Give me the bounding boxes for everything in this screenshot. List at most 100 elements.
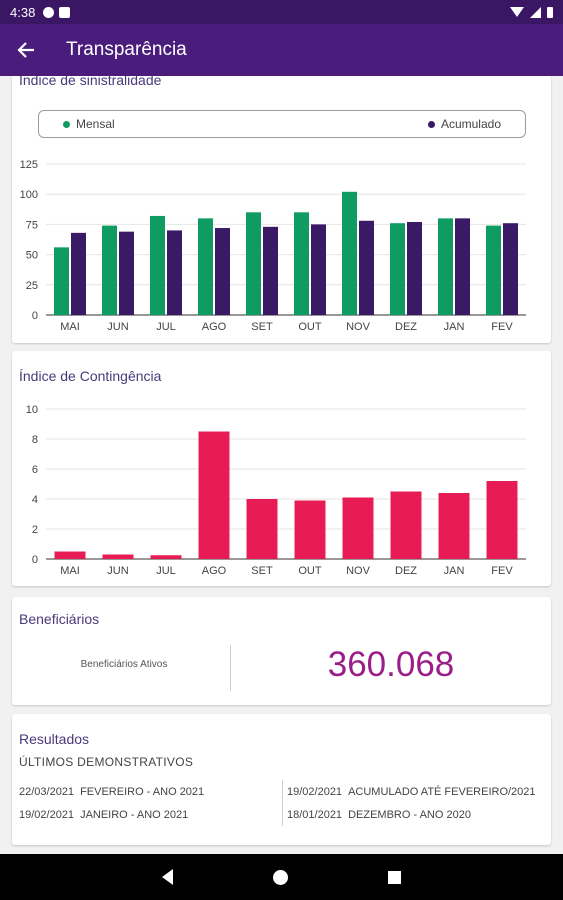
divider bbox=[230, 645, 231, 691]
contingencia-chart: 0 2 4 6 8 10 MAI JUN JUL AGO SET OUT NOV DEZ JAN FEV bbox=[26, 404, 526, 577]
bar bbox=[102, 554, 134, 559]
nav-back-icon[interactable] bbox=[162, 869, 173, 885]
contingencia-title: Índice de Contingência bbox=[19, 368, 162, 384]
demonstrativo-item[interactable]: 18/01/2021 DEZEMBRO - ANO 2020 bbox=[287, 809, 471, 821]
bar-acumulado bbox=[119, 231, 134, 315]
chart-legend: Mensal Acumulado bbox=[38, 110, 526, 138]
bar-mensal bbox=[294, 212, 309, 315]
arrow-left-icon bbox=[17, 42, 34, 58]
y-tick-label: 10 bbox=[26, 404, 38, 416]
legend-dot-acumulado bbox=[427, 120, 435, 128]
bar-acumulado bbox=[71, 232, 86, 315]
y-tick-label: 125 bbox=[20, 159, 38, 171]
system-nav-bar bbox=[0, 854, 563, 900]
beneficiarios-title: Beneficiários bbox=[19, 611, 100, 627]
x-tick-label: NOV bbox=[346, 321, 371, 333]
demonstrativo-label: FEVEREIRO - ANO 2021 bbox=[80, 786, 205, 798]
wifi-icon bbox=[510, 7, 524, 17]
bar bbox=[342, 497, 374, 559]
contingencia-card: Índice de Contingência 0 2 4 6 8 10 MAI JUN JUL A… bbox=[12, 351, 551, 586]
x-tick-label: NOV bbox=[346, 565, 371, 577]
y-tick-label: 75 bbox=[26, 219, 38, 231]
demonstrativo-item[interactable]: 22/03/2021 FEVEREIRO - ANO 2021 bbox=[19, 786, 204, 798]
bar bbox=[150, 555, 182, 559]
bar-acumulado bbox=[311, 224, 326, 315]
legend-label-mensal: Mensal bbox=[76, 117, 115, 131]
x-tick-label: DEZ bbox=[395, 321, 417, 333]
nav-recent-icon[interactable] bbox=[388, 870, 401, 884]
demonstrativo-date: 18/01/2021 bbox=[287, 809, 343, 821]
y-tick-label: 4 bbox=[32, 494, 38, 506]
bar-mensal bbox=[390, 223, 405, 315]
demonstrativo-date: 22/03/2021 bbox=[19, 786, 75, 798]
back-button[interactable] bbox=[0, 24, 52, 76]
y-tick-label: 8 bbox=[32, 434, 38, 446]
bar-mensal bbox=[486, 225, 501, 315]
bar-mensal bbox=[198, 218, 213, 315]
x-tick-label: JUL bbox=[156, 565, 176, 577]
bar-acumulado bbox=[167, 230, 182, 315]
demonstrativo-label: ACUMULADO ATÉ FEVEREIRO/2021 bbox=[348, 786, 536, 798]
x-tick-label: OUT bbox=[298, 565, 322, 577]
x-tick-label: FEV bbox=[491, 565, 513, 577]
battery-icon bbox=[547, 6, 553, 18]
demonstrativo-item[interactable]: 19/02/2021 JANEIRO - ANO 2021 bbox=[19, 809, 188, 821]
divider bbox=[282, 780, 283, 826]
nav-home-icon[interactable] bbox=[273, 869, 288, 885]
bar-acumulado bbox=[215, 228, 230, 315]
y-tick-label: 50 bbox=[26, 250, 38, 262]
signal-icon bbox=[530, 6, 541, 18]
bar-acumulado bbox=[263, 226, 278, 315]
x-tick-label: FEV bbox=[491, 321, 513, 333]
bar-mensal bbox=[342, 191, 357, 315]
legend-item-acumulado[interactable]: Acumulado bbox=[427, 117, 501, 131]
y-tick-label: 6 bbox=[32, 464, 38, 476]
x-tick-label: JUN bbox=[107, 321, 128, 333]
x-tick-label: JUL bbox=[156, 321, 176, 333]
demonstrativo-item[interactable]: 19/02/2021 ACUMULADO ATÉ FEVEREIRO/2021 bbox=[287, 786, 536, 798]
page-title: Transparência bbox=[66, 39, 187, 60]
bar bbox=[198, 431, 230, 559]
y-tick-label: 25 bbox=[26, 280, 38, 292]
bar bbox=[294, 500, 326, 559]
status-time: 4:38 bbox=[10, 4, 36, 20]
x-tick-label: AGO bbox=[202, 565, 227, 577]
bar-mensal bbox=[102, 225, 117, 315]
sinistralidade-title: Índice de sinistralidade bbox=[19, 76, 162, 88]
bar-mensal bbox=[150, 215, 165, 315]
bar-acumulado bbox=[455, 218, 470, 315]
bar bbox=[246, 499, 278, 559]
resultados-title: Resultados bbox=[19, 731, 90, 747]
bar-mensal bbox=[54, 247, 69, 315]
demonstrativo-date: 19/02/2021 bbox=[287, 786, 343, 798]
x-tick-label: JAN bbox=[444, 321, 465, 333]
bar-acumulado bbox=[407, 221, 422, 315]
bar-acumulado bbox=[503, 223, 518, 315]
demonstrativo-label: JANEIRO - ANO 2021 bbox=[80, 809, 189, 821]
sinistralidade-chart: 0 25 50 75 100 125 MAI JUN JUL AGO SET OUT NOV DEZ JAN… bbox=[20, 159, 526, 333]
x-tick-label: JUN bbox=[107, 565, 128, 577]
y-tick-label: 100 bbox=[20, 189, 38, 201]
bar bbox=[54, 551, 86, 559]
resultados-subtitle: ÚLTIMOS DEMONSTRATIVOS bbox=[19, 755, 194, 769]
bar bbox=[390, 491, 422, 559]
x-tick-label: DEZ bbox=[395, 565, 417, 577]
sd-card-icon bbox=[59, 6, 71, 18]
resultados-card: Resultados ÚLTIMOS DEMONSTRATIVOS 22/03/… bbox=[12, 714, 551, 845]
x-tick-label: SET bbox=[251, 321, 273, 333]
beneficiarios-ativos-value: 360.068 bbox=[327, 645, 455, 684]
beneficiarios-card: Beneficiários Beneficiários Ativos 360.0… bbox=[12, 597, 551, 705]
beneficiarios-ativos-label: Beneficiários Ativos bbox=[80, 659, 168, 670]
legend-item-mensal[interactable]: Mensal bbox=[63, 117, 115, 131]
y-tick-label: 0 bbox=[32, 310, 38, 322]
status-bar: 4:38 bbox=[0, 0, 563, 24]
sinistralidade-card: Índice de sinistralidade Mensal Acumulad… bbox=[12, 76, 551, 343]
y-tick-label: 2 bbox=[32, 524, 38, 536]
app-notification-icon bbox=[43, 6, 55, 18]
app-bar: Transparência bbox=[0, 24, 563, 76]
x-tick-label: SET bbox=[251, 565, 273, 577]
bar-acumulado bbox=[359, 220, 374, 315]
y-tick-label: 0 bbox=[32, 554, 38, 566]
x-tick-label: MAI bbox=[60, 565, 80, 577]
demonstrativo-date: 19/02/2021 bbox=[19, 809, 75, 821]
